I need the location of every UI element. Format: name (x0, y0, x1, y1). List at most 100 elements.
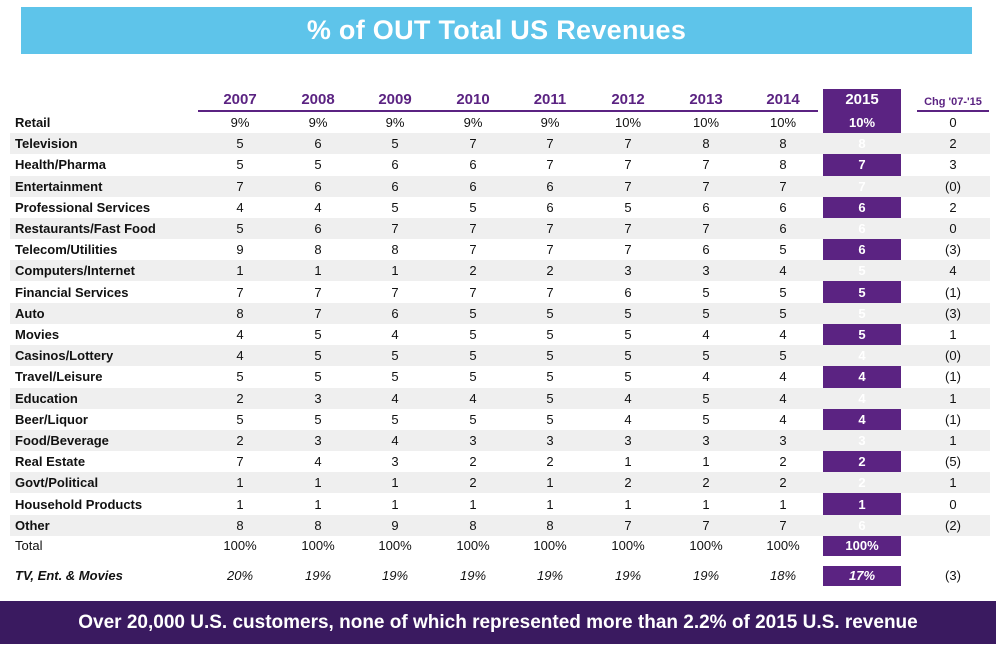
cell-2011: 5 (546, 390, 554, 406)
cell-2014: 2 (779, 454, 787, 470)
cell-chg: (3) (945, 305, 961, 321)
cell-2007: 7 (236, 454, 244, 470)
cell-2013: 3 (702, 263, 710, 279)
row-label: TV, Ent. & Movies (15, 568, 123, 583)
cell-2012: 7 (624, 221, 632, 236)
table-row: Health/Pharma 5 5 6 6 7 7 7 8 7 3 (10, 154, 990, 175)
header-year-2013: 2013 (689, 91, 723, 108)
row-label: Total (15, 538, 43, 553)
cell-2011: 1 (546, 496, 554, 512)
cell-2009: 8 (391, 242, 399, 258)
cell-2007: 20% (226, 568, 254, 583)
table-row: Financial Services 7 7 7 7 7 6 5 5 5 (1) (10, 282, 990, 303)
cell-2009: 1 (391, 475, 399, 491)
header-year-2015: 2015 (845, 91, 879, 108)
cell-chg: 1 (949, 475, 957, 491)
cell-2007: 2 (236, 433, 244, 448)
header-year-2012: 2012 (611, 91, 645, 108)
cell-2009: 6 (391, 157, 399, 173)
cell-2014: 2 (779, 475, 787, 491)
cell-2008: 6 (314, 221, 322, 236)
cell-2010: 5 (469, 369, 477, 385)
cell-2013: 7 (702, 157, 710, 173)
cell-2009: 19% (381, 568, 409, 583)
header-year-2010: 2010 (456, 91, 490, 108)
row-label: Computers/Internet (15, 263, 135, 279)
cell-2009: 7 (391, 284, 399, 300)
cell-2012: 7 (624, 517, 632, 533)
header-chg: Chg '07-'15 (924, 96, 982, 108)
cell-2007: 9% (230, 115, 250, 130)
cell-2013: 4 (702, 369, 710, 385)
cell-2011: 5 (546, 348, 554, 364)
cell-2013: 7 (702, 221, 710, 236)
cell-2011: 6 (546, 178, 554, 194)
cell-2008: 7 (314, 284, 322, 300)
cell-2011: 2 (546, 263, 554, 279)
cell-2007: 7 (236, 178, 244, 194)
cell-2008: 6 (314, 178, 322, 194)
cell-2007: 7 (236, 284, 244, 300)
cell-2007: 4 (236, 348, 244, 364)
cell-2012: 5 (624, 369, 632, 385)
cell-2015: 4 (858, 369, 866, 385)
cell-2009: 100% (378, 538, 412, 553)
table-row: Restaurants/Fast Food 5 6 7 7 7 7 7 6 6 0 (10, 218, 990, 239)
cell-2010: 6 (469, 157, 477, 173)
cell-2008: 19% (304, 568, 332, 583)
row-label: Financial Services (15, 284, 129, 300)
row-label: Household Products (15, 496, 143, 512)
cell-chg: 3 (949, 157, 957, 173)
table-row: Total 100% 100% 100% 100% 100% 100% 100% 100% 100… (10, 535, 990, 556)
cell-chg: 0 (949, 221, 957, 236)
cell-chg: 1 (949, 327, 957, 342)
cell-chg: 1 (949, 433, 957, 448)
cell-2014: 4 (779, 263, 787, 279)
row-label: Govt/Political (15, 475, 99, 491)
cell-2010: 1 (469, 496, 477, 512)
cell-2012: 3 (624, 263, 632, 279)
cell-2014: 8 (779, 157, 787, 173)
cell-2013: 6 (702, 242, 710, 258)
cell-2008: 5 (314, 348, 322, 364)
cell-2011: 5 (546, 411, 554, 427)
cell-2013: 5 (702, 305, 710, 321)
row-label: Travel/Leisure (15, 369, 103, 385)
cell-2009: 6 (391, 305, 399, 321)
header-year-2008: 2008 (301, 91, 335, 108)
table-row: TV, Ent. & Movies 20% 19% 19% 19% 19% 19% 19% 18… (10, 565, 990, 586)
cell-2008: 4 (314, 454, 322, 470)
cell-2011: 19% (536, 568, 564, 583)
cell-2010: 3 (469, 433, 477, 448)
cell-2013: 6 (702, 199, 710, 215)
cell-2008: 1 (314, 475, 322, 491)
cell-2010: 5 (469, 199, 477, 215)
cell-2010: 5 (469, 327, 477, 342)
cell-2008: 8 (314, 517, 322, 533)
cell-2008: 5 (314, 157, 322, 173)
cell-2011: 7 (546, 136, 554, 152)
cell-2008: 5 (314, 327, 322, 342)
row-label: Education (15, 390, 78, 406)
cell-2012: 4 (624, 390, 632, 406)
row-label: Professional Services (15, 199, 151, 215)
cell-2007: 1 (236, 263, 244, 279)
cell-2014: 5 (779, 348, 787, 364)
cell-2010: 2 (469, 454, 477, 470)
cell-2010: 5 (469, 305, 477, 321)
header-year-2011: 2011 (533, 91, 567, 108)
cell-2008: 8 (314, 242, 322, 258)
cell-chg: (2) (945, 517, 961, 533)
cell-2011: 7 (546, 221, 554, 236)
cell-2015: 2 (858, 475, 866, 491)
cell-2013: 1 (702, 496, 710, 512)
row-label: Beer/Liquor (15, 411, 88, 427)
header-underline (198, 110, 818, 112)
cell-2013: 5 (702, 284, 710, 300)
cell-2014: 8 (779, 136, 787, 152)
cell-2015: 4 (858, 390, 866, 406)
cell-2009: 5 (391, 369, 399, 385)
cell-2010: 5 (469, 348, 477, 364)
cell-2013: 5 (702, 411, 710, 427)
cell-2015: 7 (858, 157, 866, 173)
